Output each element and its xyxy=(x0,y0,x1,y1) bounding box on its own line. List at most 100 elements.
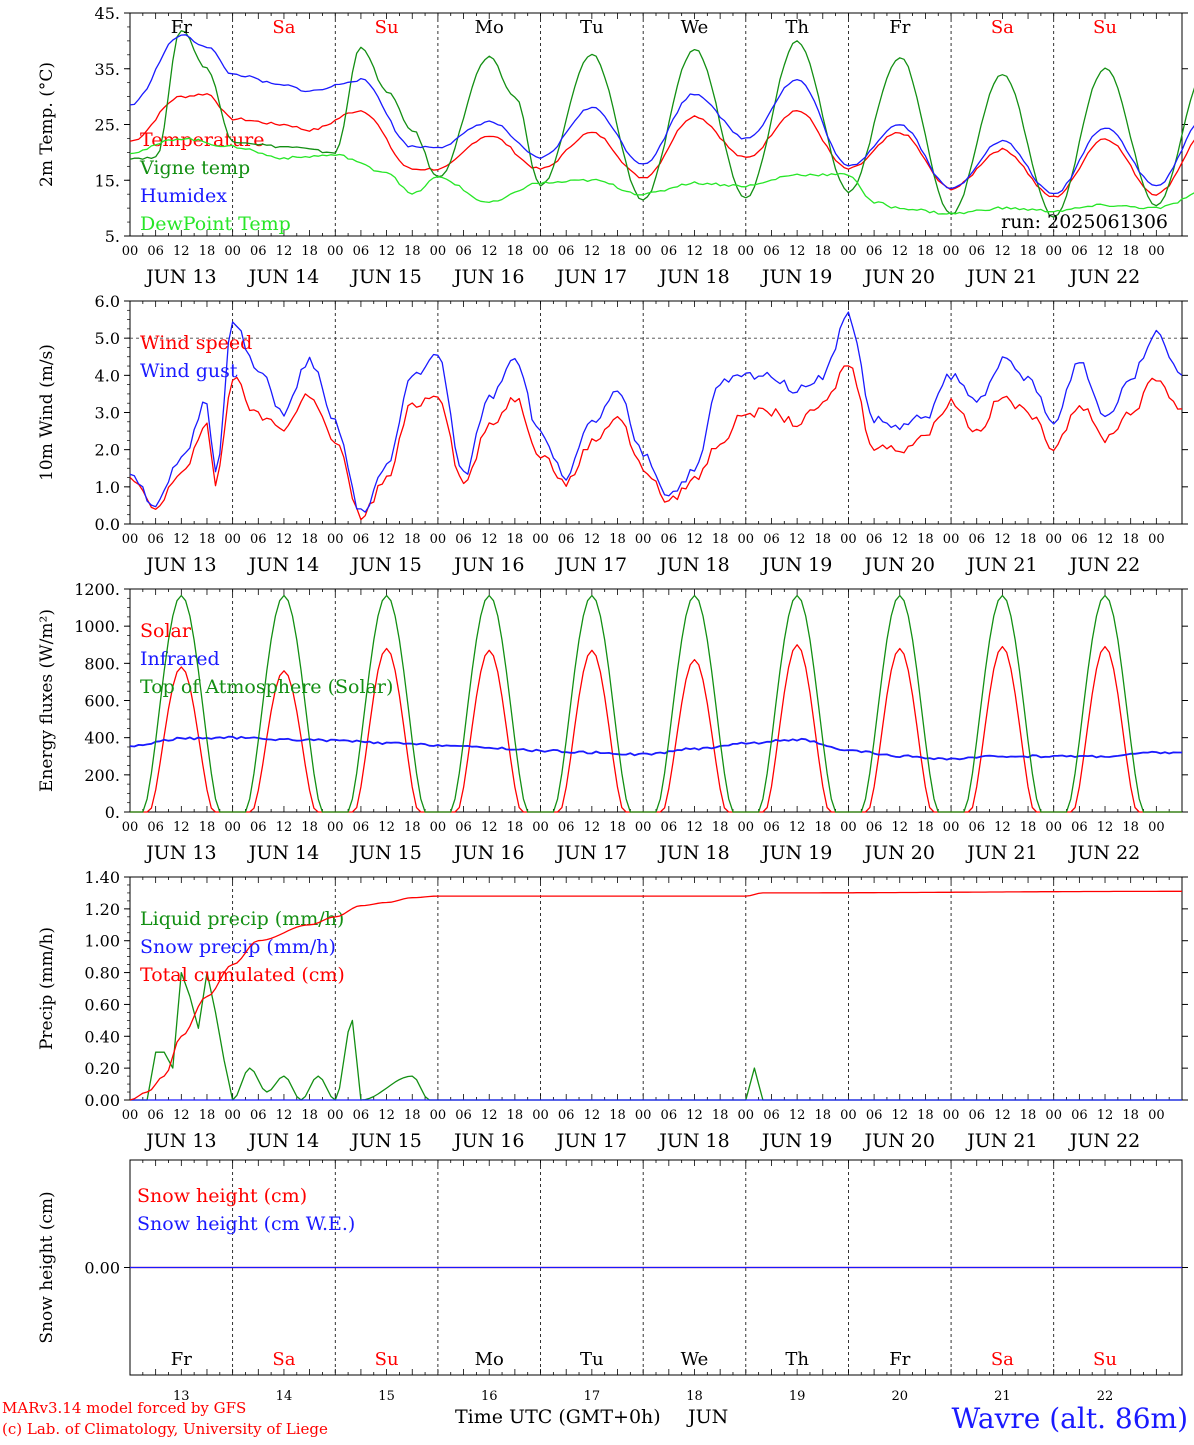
hour-label: 18 xyxy=(712,532,729,547)
hour-label: 00 xyxy=(738,532,755,547)
legend-entry: DewPoint Temp xyxy=(140,213,291,235)
weekday-label-bottom: Fr xyxy=(889,1349,910,1370)
hour-label: 06 xyxy=(763,244,780,259)
hour-label: 00 xyxy=(1148,820,1165,835)
hour-label: 06 xyxy=(866,1108,883,1123)
hour-label: 00 xyxy=(1148,532,1165,547)
hour-label: 12 xyxy=(584,820,601,835)
hour-label: 18 xyxy=(1020,1108,1037,1123)
hour-label: 18 xyxy=(301,1108,318,1123)
footer-model-text: MARv3.14 model forced by GFS xyxy=(2,1399,246,1417)
hour-label: 18 xyxy=(1020,244,1037,259)
hour-label: 12 xyxy=(481,820,498,835)
series-line-top-of-atmosphere-solar- xyxy=(130,594,1182,813)
hour-label: 06 xyxy=(866,532,883,547)
date-label-bottom: 16 xyxy=(481,1389,498,1404)
hour-label: 12 xyxy=(173,1108,190,1123)
hour-label: 00 xyxy=(224,820,241,835)
weekday-label-top: Su xyxy=(1093,17,1117,38)
weekday-label-top: Sa xyxy=(991,17,1014,38)
day-axis-label: JUN 17 xyxy=(555,554,627,576)
hour-label: 00 xyxy=(327,820,344,835)
y-tick-label: 0.40 xyxy=(84,1027,120,1046)
y-tick-label: 1.40 xyxy=(84,868,120,887)
date-label-bottom: 14 xyxy=(276,1389,293,1404)
legend-entry: Total cumulated (cm) xyxy=(140,964,345,986)
hour-label: 18 xyxy=(815,820,832,835)
hour-label: 00 xyxy=(1045,532,1062,547)
hour-label: 06 xyxy=(558,820,575,835)
hour-label: 06 xyxy=(968,820,985,835)
weekday-label-bottom: Sa xyxy=(272,1349,295,1370)
hour-label: 00 xyxy=(840,244,857,259)
hour-label: 12 xyxy=(891,532,908,547)
hour-label: 18 xyxy=(507,532,524,547)
hour-label: 18 xyxy=(712,244,729,259)
hour-label: 06 xyxy=(147,1108,164,1123)
day-axis-label: JUN 14 xyxy=(247,842,319,864)
hour-label: 12 xyxy=(276,1108,293,1123)
day-axis-label: JUN 16 xyxy=(452,266,524,288)
hour-label: 06 xyxy=(250,820,267,835)
series-line-vigne-temp xyxy=(129,30,1194,218)
hour-label: 12 xyxy=(276,820,293,835)
hour-label: 18 xyxy=(815,1108,832,1123)
hour-label: 00 xyxy=(430,532,447,547)
hour-label: 06 xyxy=(1071,820,1088,835)
hour-label: 18 xyxy=(815,532,832,547)
hour-label: 12 xyxy=(173,820,190,835)
hour-label: 00 xyxy=(532,820,549,835)
hour-label: 00 xyxy=(738,1108,755,1123)
hour-label: 00 xyxy=(635,532,652,547)
y-tick-label: 6.0 xyxy=(95,292,120,311)
hour-label: 00 xyxy=(943,820,960,835)
hour-label: 12 xyxy=(173,532,190,547)
hour-label: 06 xyxy=(455,820,472,835)
hour-label: 06 xyxy=(558,244,575,259)
hour-label: 06 xyxy=(866,820,883,835)
weekday-label-top: Fr xyxy=(889,17,910,38)
day-axis-label: JUN 19 xyxy=(760,1130,832,1152)
day-axis-label: JUN 21 xyxy=(965,266,1037,288)
hour-label: 18 xyxy=(404,820,421,835)
hour-label: 06 xyxy=(661,244,678,259)
hour-label: 06 xyxy=(558,1108,575,1123)
y-tick-label: 0.00 xyxy=(84,1259,120,1278)
y-axis-title: Precip (mm/h) xyxy=(37,927,57,1050)
hour-label: 12 xyxy=(1097,1108,1114,1123)
hour-label: 18 xyxy=(199,244,216,259)
legend-entry: Humidex xyxy=(140,185,227,207)
y-tick-label: 15. xyxy=(95,171,120,190)
hour-label: 06 xyxy=(147,820,164,835)
hour-label: 12 xyxy=(584,532,601,547)
weekday-label-top: Sa xyxy=(272,17,295,38)
day-axis-label: JUN 15 xyxy=(349,842,421,864)
hour-label: 00 xyxy=(327,244,344,259)
hour-label: 06 xyxy=(1071,244,1088,259)
hour-label: 00 xyxy=(1045,820,1062,835)
hour-label: 00 xyxy=(635,820,652,835)
hour-label: 18 xyxy=(301,820,318,835)
hour-label: 12 xyxy=(584,1108,601,1123)
hour-label: 00 xyxy=(1045,1108,1062,1123)
panel-2: 0.0 1.0 2.0 3.0 4.0 5.0 6.0 10m Wind (m/s) Wind … xyxy=(37,292,1188,576)
weekday-label-bottom: Su xyxy=(1093,1349,1117,1370)
hour-label: 18 xyxy=(1122,532,1139,547)
day-axis-label: JUN 20 xyxy=(863,266,935,288)
y-tick-label: 4.0 xyxy=(95,366,120,385)
y-tick-label: 600. xyxy=(84,692,120,711)
y-axis-title: 10m Wind (m/s) xyxy=(37,344,57,481)
hour-label: 00 xyxy=(122,1108,139,1123)
hour-label: 00 xyxy=(532,244,549,259)
hour-label: 12 xyxy=(378,244,395,259)
hour-label: 12 xyxy=(994,532,1011,547)
legend-entry: Wind gust xyxy=(140,360,238,382)
hour-label: 00 xyxy=(224,532,241,547)
hour-label: 06 xyxy=(661,1108,678,1123)
legend-entry: Snow height (cm) xyxy=(137,1185,307,1207)
day-axis-label: JUN 14 xyxy=(247,1130,319,1152)
hour-label: 12 xyxy=(789,820,806,835)
panel-5: 0.00 Snow height (cm) Snow height (cm) Snow… xyxy=(37,1159,1188,1376)
series-line-wind-speed xyxy=(129,365,1183,521)
